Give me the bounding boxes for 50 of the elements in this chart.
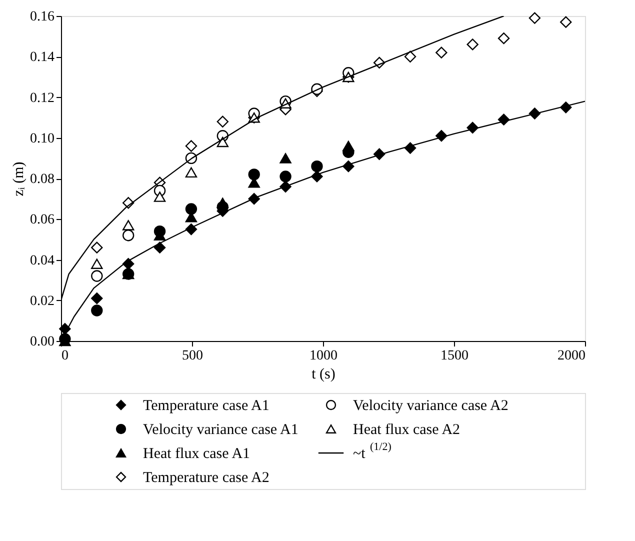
y-tick-label: 0.04 [30,253,54,268]
point [280,153,292,164]
point [311,160,323,172]
point [216,198,228,208]
y-tick-label: 0.14 [30,50,54,66]
legend-label: ~t(1/2) [353,441,392,462]
y-tick-label: 0.08 [30,172,54,187]
y-tick-label: 0.16 [30,10,54,24]
y-tick-label: 0.12 [30,90,54,106]
legend-label: Velocity variance case A2 [353,398,508,414]
legend-label: Heat flux case A2 [353,422,460,438]
legend-label: Heat flux case A1 [143,446,250,462]
point [91,258,103,269]
point [342,140,354,152]
point [91,270,103,282]
y-tick-label: 0.10 [30,131,54,146]
x-tick-label: 1000 [310,348,338,364]
x-tick-label: 500 [182,348,203,364]
point [216,116,228,128]
y-tick-label: 0.06 [30,212,54,228]
x-tick-label: 0 [62,348,68,364]
point [185,203,198,215]
point [91,242,103,254]
point [528,12,541,24]
point [466,38,478,50]
legend-label: Temperature case A2 [143,470,270,486]
legend-label: Velocity variance case A1 [143,422,298,438]
x-tick-label: 2000 [558,348,586,364]
point [122,230,134,242]
point [185,167,198,178]
x-tick-label: 1500 [440,348,468,364]
point [404,50,416,62]
point [91,292,103,304]
point [185,140,198,152]
point [280,170,292,182]
y-axis-title: zᵢ (m) [11,162,27,196]
point [154,242,166,254]
point [91,304,103,316]
legend-label: Temperature case A1 [143,398,270,414]
point [248,168,260,180]
point [216,136,228,148]
point [560,16,572,28]
y-tick-label: 0.02 [30,294,54,309]
point [185,223,198,236]
y-tick-label: 0.00 [30,334,54,350]
x-axis-title: t (s) [312,366,336,382]
point [498,32,510,44]
point [122,220,134,230]
point [436,46,448,58]
point [154,192,166,202]
